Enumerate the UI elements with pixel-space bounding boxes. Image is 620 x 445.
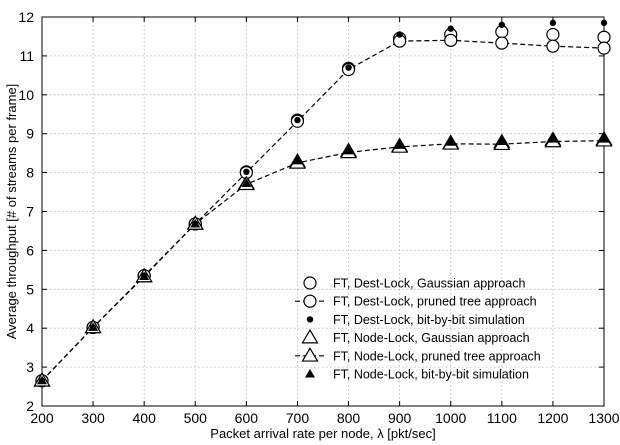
y-tick-label: 12 bbox=[18, 9, 34, 25]
legend-marker bbox=[305, 369, 315, 378]
series-5-markers bbox=[37, 134, 609, 385]
x-tick-label: 200 bbox=[30, 410, 54, 426]
series-line bbox=[41, 39, 605, 382]
legend-item: FT, Dest-Lock, bit-by-bit simulation bbox=[306, 313, 525, 327]
grid bbox=[42, 17, 604, 406]
data-point bbox=[88, 322, 99, 331]
data-point bbox=[139, 271, 150, 280]
data-point bbox=[549, 19, 557, 27]
data-point bbox=[498, 21, 506, 28]
x-tick-label: 600 bbox=[235, 410, 259, 426]
x-tick-label: 1100 bbox=[487, 410, 517, 426]
legend-label: FT, Dest-Lock, bit-by-bit simulation bbox=[333, 313, 525, 327]
legend-marker bbox=[306, 316, 314, 323]
y-tick-label: 10 bbox=[18, 87, 34, 103]
x-tick-label: 900 bbox=[388, 410, 412, 426]
data-point bbox=[345, 64, 352, 71]
legend-item: FT, Dest-Lock, pruned tree approach bbox=[295, 294, 537, 309]
data-point bbox=[444, 33, 458, 47]
data-point bbox=[292, 155, 303, 165]
legend-label: FT, Node-Lock, pruned tree approach bbox=[333, 349, 541, 363]
legend-label: FT, Node-Lock, bit-by-bit simulation bbox=[333, 368, 529, 382]
y-tick-label: 4 bbox=[26, 320, 34, 336]
y-tick-label: 8 bbox=[26, 165, 34, 181]
x-tick-label: 500 bbox=[184, 410, 208, 426]
x-tick-label: 1300 bbox=[588, 410, 619, 426]
data-point bbox=[597, 30, 611, 44]
data-point bbox=[600, 19, 608, 27]
x-axis-label: Packet arrival rate per node, λ [pkt/sec… bbox=[210, 426, 435, 441]
y-tick-label: 6 bbox=[26, 242, 34, 258]
data-point bbox=[394, 140, 405, 149]
series-2-markers bbox=[38, 19, 608, 384]
data-point bbox=[396, 31, 403, 38]
data-point bbox=[546, 39, 560, 53]
data-point bbox=[547, 134, 558, 143]
data-point bbox=[445, 137, 456, 146]
y-tick-label: 7 bbox=[26, 204, 34, 220]
legend-marker bbox=[301, 328, 319, 344]
data-point bbox=[496, 136, 507, 145]
x-tick-label: 700 bbox=[286, 410, 310, 426]
x-tick-label: 1200 bbox=[537, 410, 568, 426]
x-tick-label: 300 bbox=[81, 410, 105, 426]
x-tick-label: 400 bbox=[133, 410, 157, 426]
legend-item: FT, Dest-Lock, Gaussian approach bbox=[303, 276, 525, 291]
series-lines bbox=[41, 39, 605, 382]
x-tick-label: 1000 bbox=[435, 410, 466, 426]
legend-marker bbox=[301, 347, 319, 362]
series-3-markers bbox=[33, 130, 613, 387]
y-tick-label: 2 bbox=[26, 398, 34, 414]
data-point bbox=[447, 25, 454, 32]
legend-label: FT, Dest-Lock, Gaussian approach bbox=[333, 277, 525, 291]
data-point bbox=[599, 134, 609, 143]
legend-item: FT, Node-Lock, bit-by-bit simulation bbox=[305, 368, 529, 382]
data-point bbox=[343, 145, 354, 155]
y-tick-label: 9 bbox=[26, 126, 34, 142]
series-markers bbox=[33, 19, 613, 388]
data-point bbox=[546, 27, 560, 42]
y-tick-label: 5 bbox=[26, 281, 34, 297]
legend-item: FT, Node-Lock, pruned tree approach bbox=[295, 347, 541, 363]
legend: FT, Dest-Lock, Gaussian approach FT, Dest… bbox=[295, 276, 541, 382]
y-tick-label: 11 bbox=[19, 48, 34, 64]
legend-marker bbox=[303, 276, 317, 290]
data-point bbox=[597, 41, 611, 55]
data-point bbox=[294, 116, 301, 124]
series-line bbox=[41, 140, 605, 382]
legend-item: FT, Node-Lock, Gaussian approach bbox=[301, 328, 530, 345]
data-point bbox=[243, 168, 250, 176]
data-point bbox=[37, 375, 47, 385]
y-tick-label: 3 bbox=[26, 359, 34, 375]
data-point bbox=[190, 218, 201, 228]
data-point bbox=[495, 36, 509, 50]
legend-label: FT, Dest-Lock, pruned tree approach bbox=[333, 295, 537, 309]
y-axis-label: Average throughput [# of streams per fra… bbox=[4, 84, 19, 340]
data-point bbox=[241, 178, 252, 187]
axis-ticks: 200 300 400 500 600 700 800 900 1000 1100 1200 1300… bbox=[18, 9, 619, 426]
x-tick-label: 800 bbox=[337, 410, 361, 426]
legend-label: FT, Node-Lock, Gaussian approach bbox=[333, 331, 530, 345]
legend-marker bbox=[303, 294, 317, 308]
series-4-markers bbox=[33, 132, 613, 387]
